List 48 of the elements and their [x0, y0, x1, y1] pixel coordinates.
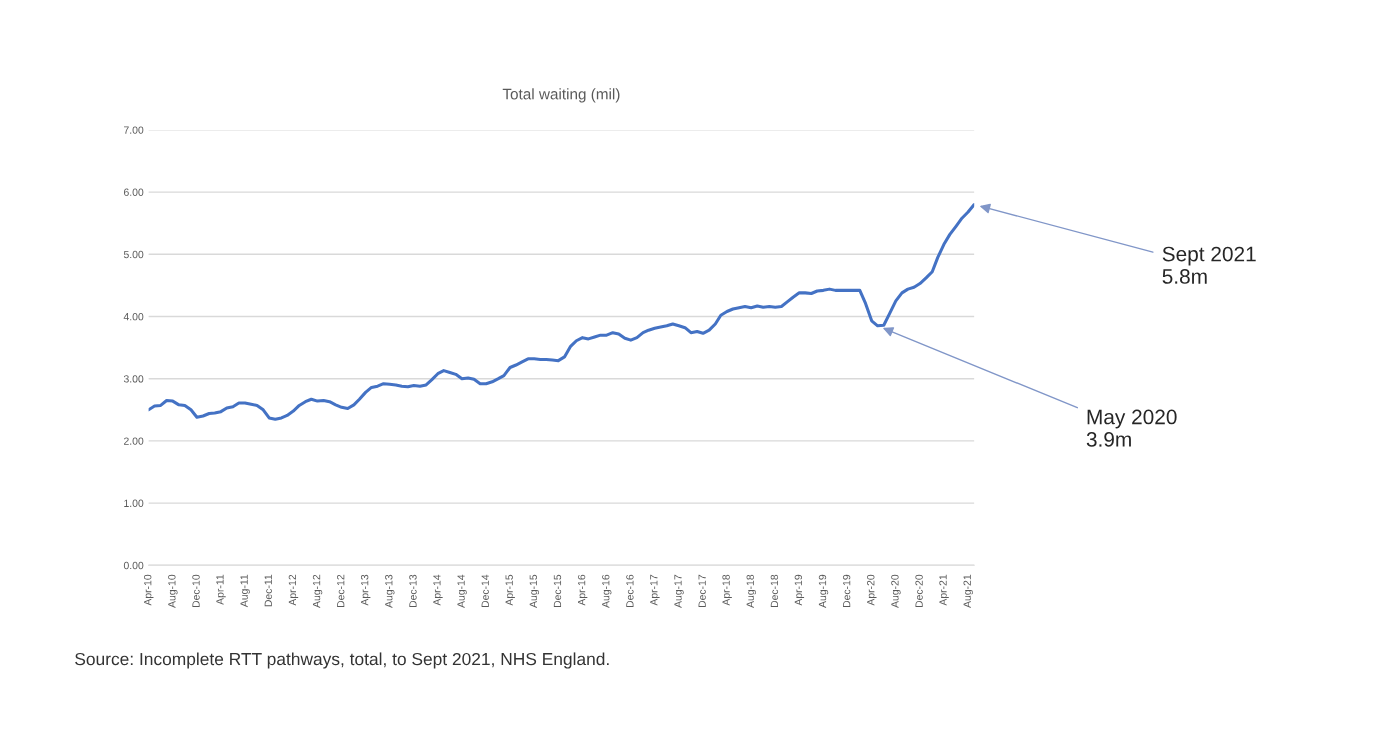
- x-tick-label: Aug-10: [168, 574, 178, 608]
- annotation: Sept 2021 5.8m: [1162, 246, 1256, 284]
- annotation: May 2020 3.9m: [1086, 409, 1177, 447]
- x-tick-label: Dec-20: [915, 574, 923, 608]
- x-tick-label: Apr-13: [360, 574, 371, 606]
- x-tick-label: Aug-13: [385, 574, 395, 608]
- x-tick-label: Aug-15: [529, 574, 540, 608]
- x-tick-label: Aug-21: [963, 574, 973, 608]
- x-tick-label: Dec-10: [192, 574, 200, 608]
- x-tick-label: Apr-16: [577, 574, 588, 606]
- y-tick-label: 4.00: [123, 313, 144, 321]
- x-tick-label: Dec-15: [553, 574, 562, 608]
- y-tick-label: 6.00: [124, 188, 144, 196]
- x-tick-label: Aug-14: [457, 574, 467, 608]
- x-tick-label: Apr-11: [216, 574, 226, 605]
- line-series: [148, 203, 975, 421]
- x-tick-label: Apr-15: [505, 574, 515, 606]
- x-tick-label: Apr-10: [144, 574, 154, 606]
- x-tick-label: Apr-17: [650, 574, 660, 606]
- x-tick-label: Dec-19: [842, 574, 851, 608]
- x-tick-label: Dec-14: [481, 574, 489, 608]
- x-tick-label: Apr-18: [722, 574, 732, 606]
- x-tick-label: Apr-20: [867, 574, 877, 606]
- x-tick-label: Dec-16: [626, 574, 634, 608]
- y-tick-label: 7.00: [124, 126, 144, 134]
- y-tick-label: 0.00: [123, 561, 144, 570]
- x-tick-label: Dec-13: [409, 574, 417, 608]
- x-tick-label: Dec-11: [264, 574, 272, 607]
- x-tick-label: Aug-18: [746, 574, 756, 608]
- x-tick-label: Dec-18: [770, 574, 779, 608]
- x-tick-label: Apr-21: [939, 574, 949, 606]
- chart-title: Total waiting (mil): [502, 88, 620, 103]
- x-tick-label: Apr-14: [433, 574, 443, 606]
- x-tick-label: Aug-11: [240, 574, 250, 608]
- x-tick-label: Aug-12: [312, 574, 323, 608]
- y-tick-label: 3.00: [123, 375, 144, 383]
- x-tick-label: Dec-17: [698, 574, 706, 608]
- x-tick-label: Dec-12: [337, 574, 345, 608]
- x-tick-label: Apr-19: [794, 574, 805, 606]
- y-tick-label: 1.00: [124, 499, 144, 507]
- x-tick-label: Apr-12: [288, 574, 299, 606]
- y-tick-label: 2.00: [124, 437, 144, 445]
- y-tick-label: 5.00: [123, 250, 144, 259]
- source-note: Source: Incomplete RTT pathways, total, to Sept 2021, NHS England.: [75, 652, 609, 669]
- x-tick-label: Aug-16: [602, 574, 612, 608]
- x-tick-label: Aug-20: [891, 574, 901, 608]
- x-tick-label: Aug-17: [674, 574, 684, 608]
- x-tick-label: Aug-19: [818, 574, 829, 608]
